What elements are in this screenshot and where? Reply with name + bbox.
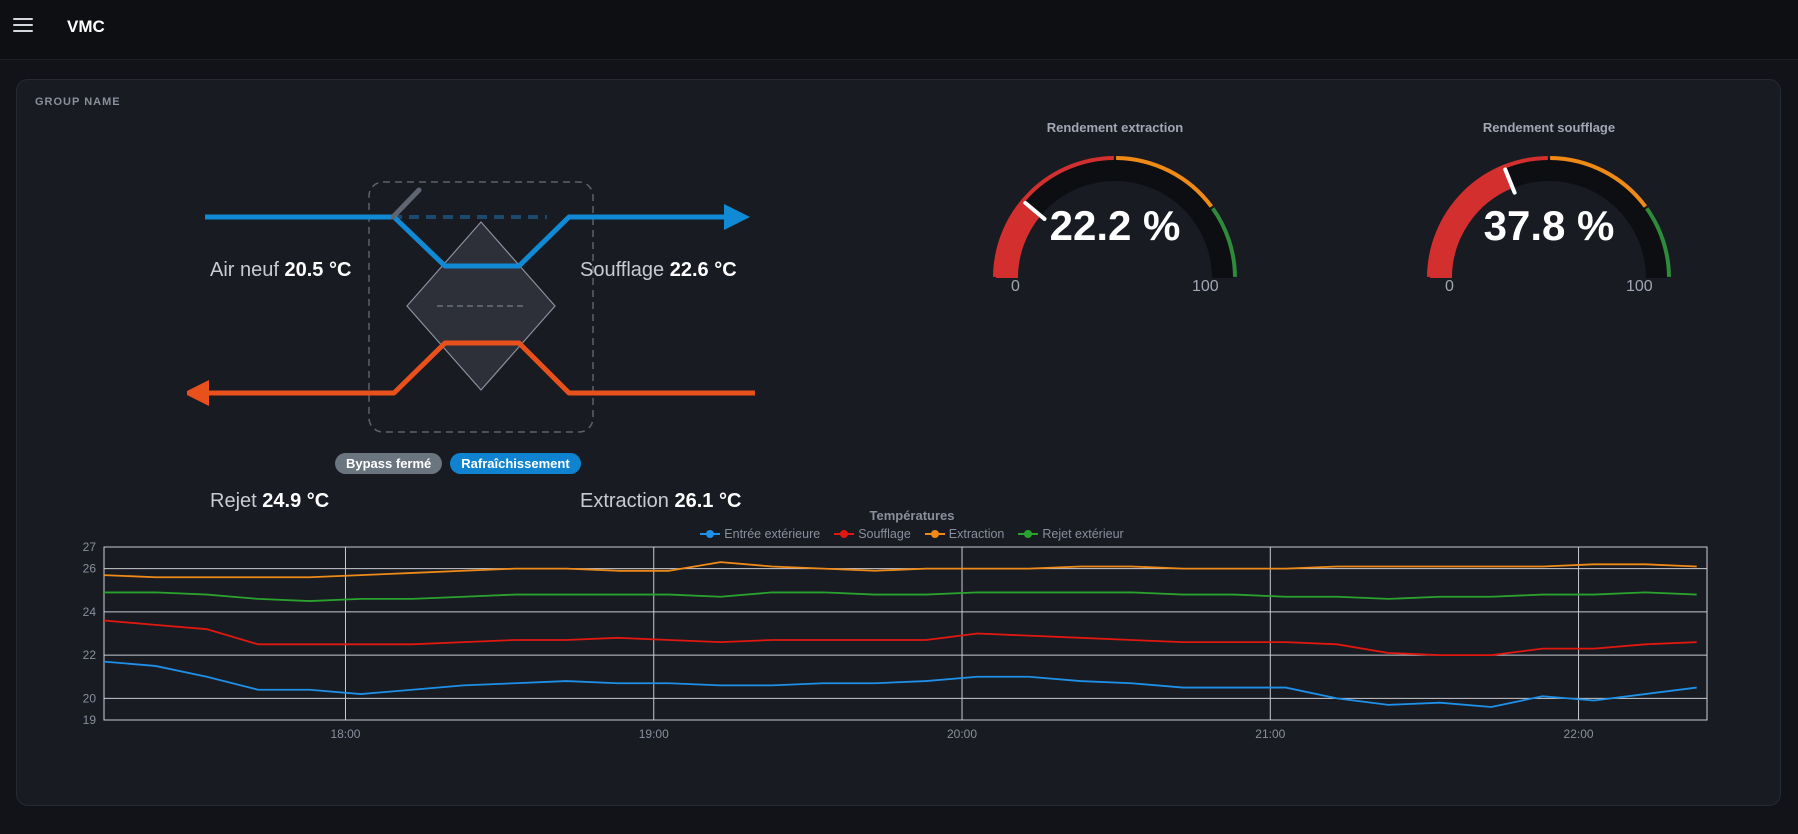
y-tick-label: 24 — [83, 605, 97, 619]
gauge-max-label: 100 — [1192, 278, 1219, 295]
gauge-band — [993, 156, 1114, 277]
plot-border — [103, 546, 1708, 721]
gauge-needle — [1023, 200, 1047, 221]
air-neuf-label: Air neuf 20.5 °C — [210, 259, 352, 281]
gauge-value: 22.2 % — [1049, 202, 1181, 249]
bypass-damper — [390, 187, 422, 220]
y-tick-label: 26 — [83, 562, 97, 576]
exhaust-arrow — [187, 380, 209, 406]
gauge-max-label: 100 — [1626, 278, 1653, 295]
top-app-bar: VMC — [0, 0, 1798, 60]
gauge-band — [1550, 156, 1648, 208]
x-tick-label: 20:00 — [947, 727, 977, 741]
group-card: GROUP NAME Air neuf 20.5 °C Soufflage 22… — [16, 79, 1781, 806]
menu-icon[interactable] — [13, 18, 35, 36]
legend-swatch — [924, 529, 945, 539]
legend-item-entree[interactable]: Entrée extérieure — [700, 527, 820, 541]
gauge-needle — [1503, 167, 1517, 195]
chart-plot-area: 19 20 22 24 26 27 18:00 19:00 20:00 21:00 22:00 — [83, 540, 1708, 741]
legend-label: Soufflage — [858, 527, 911, 541]
y-tick-label: 20 — [83, 691, 97, 705]
rejet-label: Rejet 24.9 °C — [210, 490, 330, 512]
gauge-band — [1645, 207, 1671, 277]
group-name-label: GROUP NAME — [35, 96, 121, 108]
legend-label: Extraction — [948, 527, 1005, 541]
legend-swatch — [834, 529, 855, 539]
gauge-rendement-extraction: Rendement extraction 22.2 % 0 100 — [965, 120, 1265, 300]
series-line — [103, 619, 1697, 657]
exchanger-frame — [368, 181, 594, 433]
exhaust-flow-line — [205, 340, 755, 396]
legend-label: Rejet extérieur — [1042, 527, 1124, 541]
x-tick-label: 22:00 — [1564, 727, 1594, 741]
gauge-rendement-soufflage: Rendement soufflage 37.8 % 0 100 — [1399, 120, 1699, 300]
mode-status-badge: Rafraîchissement — [450, 453, 581, 474]
legend-label: Entrée extérieure — [724, 527, 821, 541]
gauge-fill — [1430, 167, 1514, 279]
legend-item-rejet[interactable]: Rejet extérieur — [1018, 527, 1124, 541]
legend-item-soufflage[interactable]: Soufflage — [834, 527, 911, 541]
gauge-dial — [993, 156, 1237, 279]
x-tick-label: 21:00 — [1255, 727, 1285, 741]
series-line — [104, 591, 1697, 602]
chart-title: Températures — [869, 508, 955, 523]
y-tick-label: 19 — [83, 713, 97, 727]
x-tick-label: 18:00 — [330, 727, 360, 741]
soufflage-label: Soufflage 22.6 °C — [580, 259, 737, 281]
gauge-band — [1211, 207, 1237, 277]
extraction-label: Extraction 26.1 °C — [580, 490, 742, 512]
supply-arrow — [724, 204, 750, 230]
page-title: VMC — [67, 17, 105, 36]
gauge-min-label: 0 — [1011, 278, 1020, 295]
gauge-band — [1116, 156, 1214, 208]
y-tick-label: 22 — [83, 648, 97, 662]
status-badges: Bypass fermé Rafraîchissement — [335, 453, 581, 474]
gauge-value: 37.8 % — [1483, 202, 1615, 249]
gauge-min-label: 0 — [1445, 278, 1454, 295]
bypass-status-badge: Bypass fermé — [335, 453, 443, 474]
y-tick-label: 27 — [83, 540, 97, 554]
fresh-air-flow-line — [205, 214, 742, 269]
gauge-fill — [996, 201, 1041, 279]
gauge-title: Rendement extraction — [1046, 120, 1184, 135]
vmc-flow-svg — [187, 181, 755, 433]
gauge-dial — [1427, 156, 1671, 279]
gauge-title: Rendement soufflage — [1482, 120, 1616, 135]
legend-swatch — [1018, 529, 1039, 539]
x-tick-label: 19:00 — [639, 727, 669, 741]
legend-item-extraction[interactable]: Extraction — [924, 527, 1005, 541]
series-line — [103, 561, 1697, 579]
chart-legend: Entrée extérieure Soufflage Extraction R… — [57, 527, 1767, 541]
series-line — [103, 660, 1697, 708]
legend-swatch — [700, 529, 721, 539]
gauge-band — [1427, 156, 1548, 277]
